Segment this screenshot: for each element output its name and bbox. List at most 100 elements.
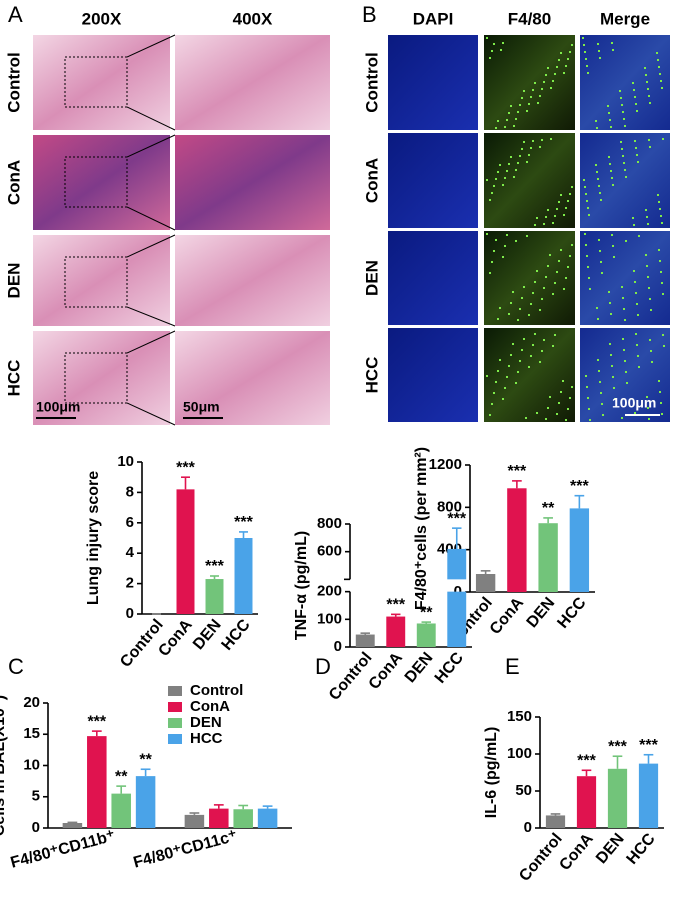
fluorescence-image [580,35,670,130]
cell-dot [637,314,639,316]
cell-dot [504,245,506,247]
scale-bar-label: 50μm [183,399,220,415]
cell-dot [554,73,556,75]
cell-dot [659,73,661,75]
y-tick-label: 6 [126,514,134,531]
cell-dot [613,387,615,389]
micrograph [175,35,330,130]
cell-dot [504,177,506,179]
cell-dot [541,350,543,352]
micrograph [33,135,170,230]
bar [545,815,566,828]
cell-dot [569,397,571,399]
x-tick-label: F4/80⁺CD11b⁺ [9,828,117,872]
cell-dot [610,170,612,172]
cell-dot [638,235,640,237]
cell-dot [599,192,601,194]
cell-dot [554,334,556,336]
significance: *** [205,558,224,575]
bar [576,776,597,828]
cell-dot [556,66,558,68]
cell-dot [530,96,532,98]
bar [607,768,628,828]
bar [209,808,229,828]
cell-dot [661,282,663,284]
fluorescence-image [580,133,670,228]
cell-dot [567,200,569,202]
bar [176,489,195,614]
cell-dot [497,370,499,372]
y-tick-label: 800 [437,498,462,515]
fluorescence-image [580,328,670,422]
cell-dot [523,141,525,143]
row-label: HCC [4,360,23,397]
cell-dot [510,354,512,356]
cell-dot [491,192,493,194]
cell-dot [521,297,523,299]
cell-dot [519,155,521,157]
cell-dot [658,380,660,382]
cell-dot [609,343,611,345]
bar [233,809,253,828]
y-tick-label: 0 [32,819,40,836]
cell-dot [596,171,598,173]
cell-dot [536,270,538,272]
cell-dot [523,286,525,288]
cell-dot [609,163,611,165]
cell-dot [635,103,637,105]
cell-dot [597,178,599,180]
legend-label: DEN [190,714,222,731]
cell-dot [588,277,590,279]
significance: *** [639,737,658,754]
cell-dot [609,302,611,304]
cell-dot [647,276,649,278]
cell-dot [513,125,515,127]
cell-dot [537,102,539,104]
bar [386,616,406,647]
cell-dot [611,177,613,179]
cell-dot [610,354,612,356]
cell-dot [598,370,600,372]
cell-dot [635,147,637,149]
cell-dot [558,402,560,404]
x-tick-label: DEN [524,594,559,631]
cell-dot [486,375,488,377]
cell-dot [543,339,545,341]
cell-dot [532,292,534,294]
cell-dot [621,104,623,106]
cell-dot [614,398,616,400]
cell-dot [550,138,552,140]
cell-dot [650,309,652,311]
cell-dot [597,318,599,320]
cell-dot [495,127,497,129]
cell-dot [599,381,601,383]
legend-swatch [168,702,182,712]
y-tick-label: 0 [334,638,342,655]
cell-dot [659,208,661,210]
significance: *** [570,478,589,495]
cell-dot [528,314,530,316]
cell-dot [571,244,573,246]
cell-dot [495,178,497,180]
bar [62,823,83,828]
cell-dot [622,111,624,113]
bar [416,623,436,647]
cell-dot [613,256,615,258]
cell-dot [645,74,647,76]
y-tick-label: 50 [515,782,532,799]
cell-dot [600,261,602,263]
cell-dot [648,139,650,141]
cell-dot [528,103,530,105]
y-tick-label: 600 [317,543,342,560]
cell-dot [608,156,610,158]
y-tick-label: 1200 [429,456,462,473]
cell-dot [547,407,549,409]
cell-dot [623,349,625,351]
cell-dot [532,344,534,346]
column-label: 400X [233,9,273,28]
cell-dot [599,57,601,59]
cell-dot [632,82,634,84]
cell-dot [585,244,587,246]
micrograph [175,331,330,425]
cell-dot [638,366,640,368]
